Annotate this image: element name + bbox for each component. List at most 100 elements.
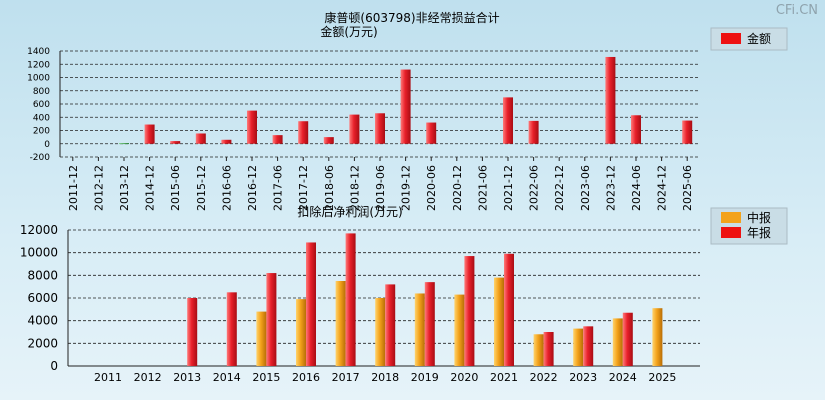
chart2-bar-annual [345,233,356,366]
chart1-xtick-label: 2022-06 [528,165,541,211]
chart2-bar-interim [375,298,386,366]
chart2-bar-interim [573,328,584,366]
chart2-xtick-label: 2018 [371,371,399,384]
chart2-xtick-label: 2021 [490,371,518,384]
chart2-bar-interim [494,277,504,366]
chart2-xtick-label: 2022 [530,371,558,384]
chart2-xtick-label: 2025 [648,371,676,384]
chart2-bar-annual [306,242,316,366]
chart1-xtick-label: 2016-06 [220,165,233,211]
chart1-xtick-label: 2015-06 [169,165,182,211]
chart1-xtick-label: 2021-12 [502,165,515,211]
chart1-xtick-label: 2016-12 [246,165,259,211]
chart2-xtick-label: 2023 [569,371,597,384]
chart1-xtick-label: 2015-12 [195,165,208,211]
chart2-ytick-label: 8000 [27,268,58,282]
chart2-xtick-label: 2013 [173,371,201,384]
chart1-bar [272,135,283,144]
chart1-xtick-label: 2024-12 [656,165,669,211]
chart2-bar-annual [622,312,633,366]
chart1-ylabel: 金额(万元) [320,24,377,39]
chart1-ytick-label: -200 [30,153,51,163]
chart1-bar [503,97,513,144]
chart1-bar [349,114,360,144]
chart1-title: 康普顿(603798)非经常损益合计 [324,10,499,25]
chart1-bar [528,120,539,144]
chart2-xtick-label: 2015 [252,371,280,384]
chart1-xtick-label: 2024-06 [630,165,643,211]
chart1-bar [195,133,206,144]
chart1-xtick-label: 2020-06 [425,165,438,211]
chart1-bar [221,139,232,144]
chart1-xtick-label: 2018-06 [323,165,336,211]
chart1-ytick-label: 400 [33,113,50,123]
chart2-title: 扣除后净利润(万元) [297,204,402,219]
chart1-bar [631,115,641,144]
chart1-xtick-label: 2013-12 [118,165,131,211]
chart2-bar-interim [414,293,425,366]
chart1-xtick-label: 2020-12 [451,165,464,211]
legend-label-amount: 金额 [747,31,771,46]
chart1-xtick-label: 2022-12 [553,165,566,211]
chart2-bar-annual [424,282,435,366]
chart1-xtick-label: 2011-12 [67,165,80,211]
chart2-bar-interim [533,334,544,366]
chart1-xtick-label: 2012-12 [92,165,105,211]
chart2-bar-annual [504,253,514,366]
chart1-bar [144,124,155,144]
chart2-ytick-label: 12000 [20,223,58,237]
chart1-bar [323,137,334,144]
chart2-xtick-label: 2019 [411,371,439,384]
chart1-bar [605,56,616,144]
legend-swatch-annual [721,227,741,238]
chart2-xtick-label: 2011 [94,371,122,384]
chart1-xtick-label: 2023-12 [604,165,617,211]
legend-swatch-interim [721,212,741,223]
chart1-ytick-label: 1400 [27,47,50,57]
chart1-legend: 金额 [710,27,788,51]
chart2-xtick-label: 2012 [134,371,162,384]
chart2-bar-interim [652,308,663,366]
chart1-xtick-label: 2017-06 [272,165,285,211]
chart2-ytick-label: 2000 [27,336,58,350]
legend-swatch-amount [721,33,741,44]
legend-label-interim: 中报 [747,210,771,225]
chart1-bar [119,143,129,145]
chart1-plot: -200 0 200 400 600 800 1000 1200 1400 2011-12 2012… [27,47,700,211]
chart1-bar [426,122,437,144]
chart1-ytick-label: 0 [44,140,50,150]
chart2-xtick-label: 2016 [292,371,320,384]
chart1-xtick-label: 2017-12 [297,165,310,211]
chart1-xtick-label: 2018-12 [348,165,361,211]
chart2-xtick-label: 2024 [609,371,637,384]
legend-label-annual: 年报 [747,225,771,240]
chart1-ytick-label: 200 [33,127,50,137]
chart1-xtick-label: 2021-06 [476,165,489,211]
chart2-bar-interim [296,299,306,366]
chart1-xtick-label: 2025-06 [681,165,694,211]
chart1-xtick-label: 2019-12 [400,165,413,211]
chart2-ytick-label: 4000 [27,314,58,328]
chart2-xtick-label: 2014 [213,371,241,384]
chart2-xtick-label: 2020 [450,371,478,384]
chart1-bar [682,120,693,144]
chart2-ytick-label: 6000 [27,291,58,305]
chart1-ytick-label: 1000 [27,74,50,84]
chart1-bar [298,121,309,144]
chart2-bar-interim [454,294,465,366]
chart1-bar [170,141,181,144]
chart2-bar-annual [583,326,594,366]
chart1-ytick-label: 1200 [27,60,50,70]
chart2-plot: 0 2000 4000 6000 8000 10000 12000 2011 2012 2013 2… [20,223,700,384]
chart2-bar-annual [226,292,237,366]
chart1-bar [400,69,411,144]
chart2-bar-annual [385,284,396,366]
chart2-bar-annual [266,273,277,366]
chart2-legend: 中报 年报 [710,207,788,245]
chart1-xtick-label: 2023-06 [579,165,592,211]
chart2-ytick-label: 10000 [20,246,58,260]
chart1-xtick-label: 2014-12 [144,165,157,211]
chart2-xtick-label: 2017 [332,371,360,384]
